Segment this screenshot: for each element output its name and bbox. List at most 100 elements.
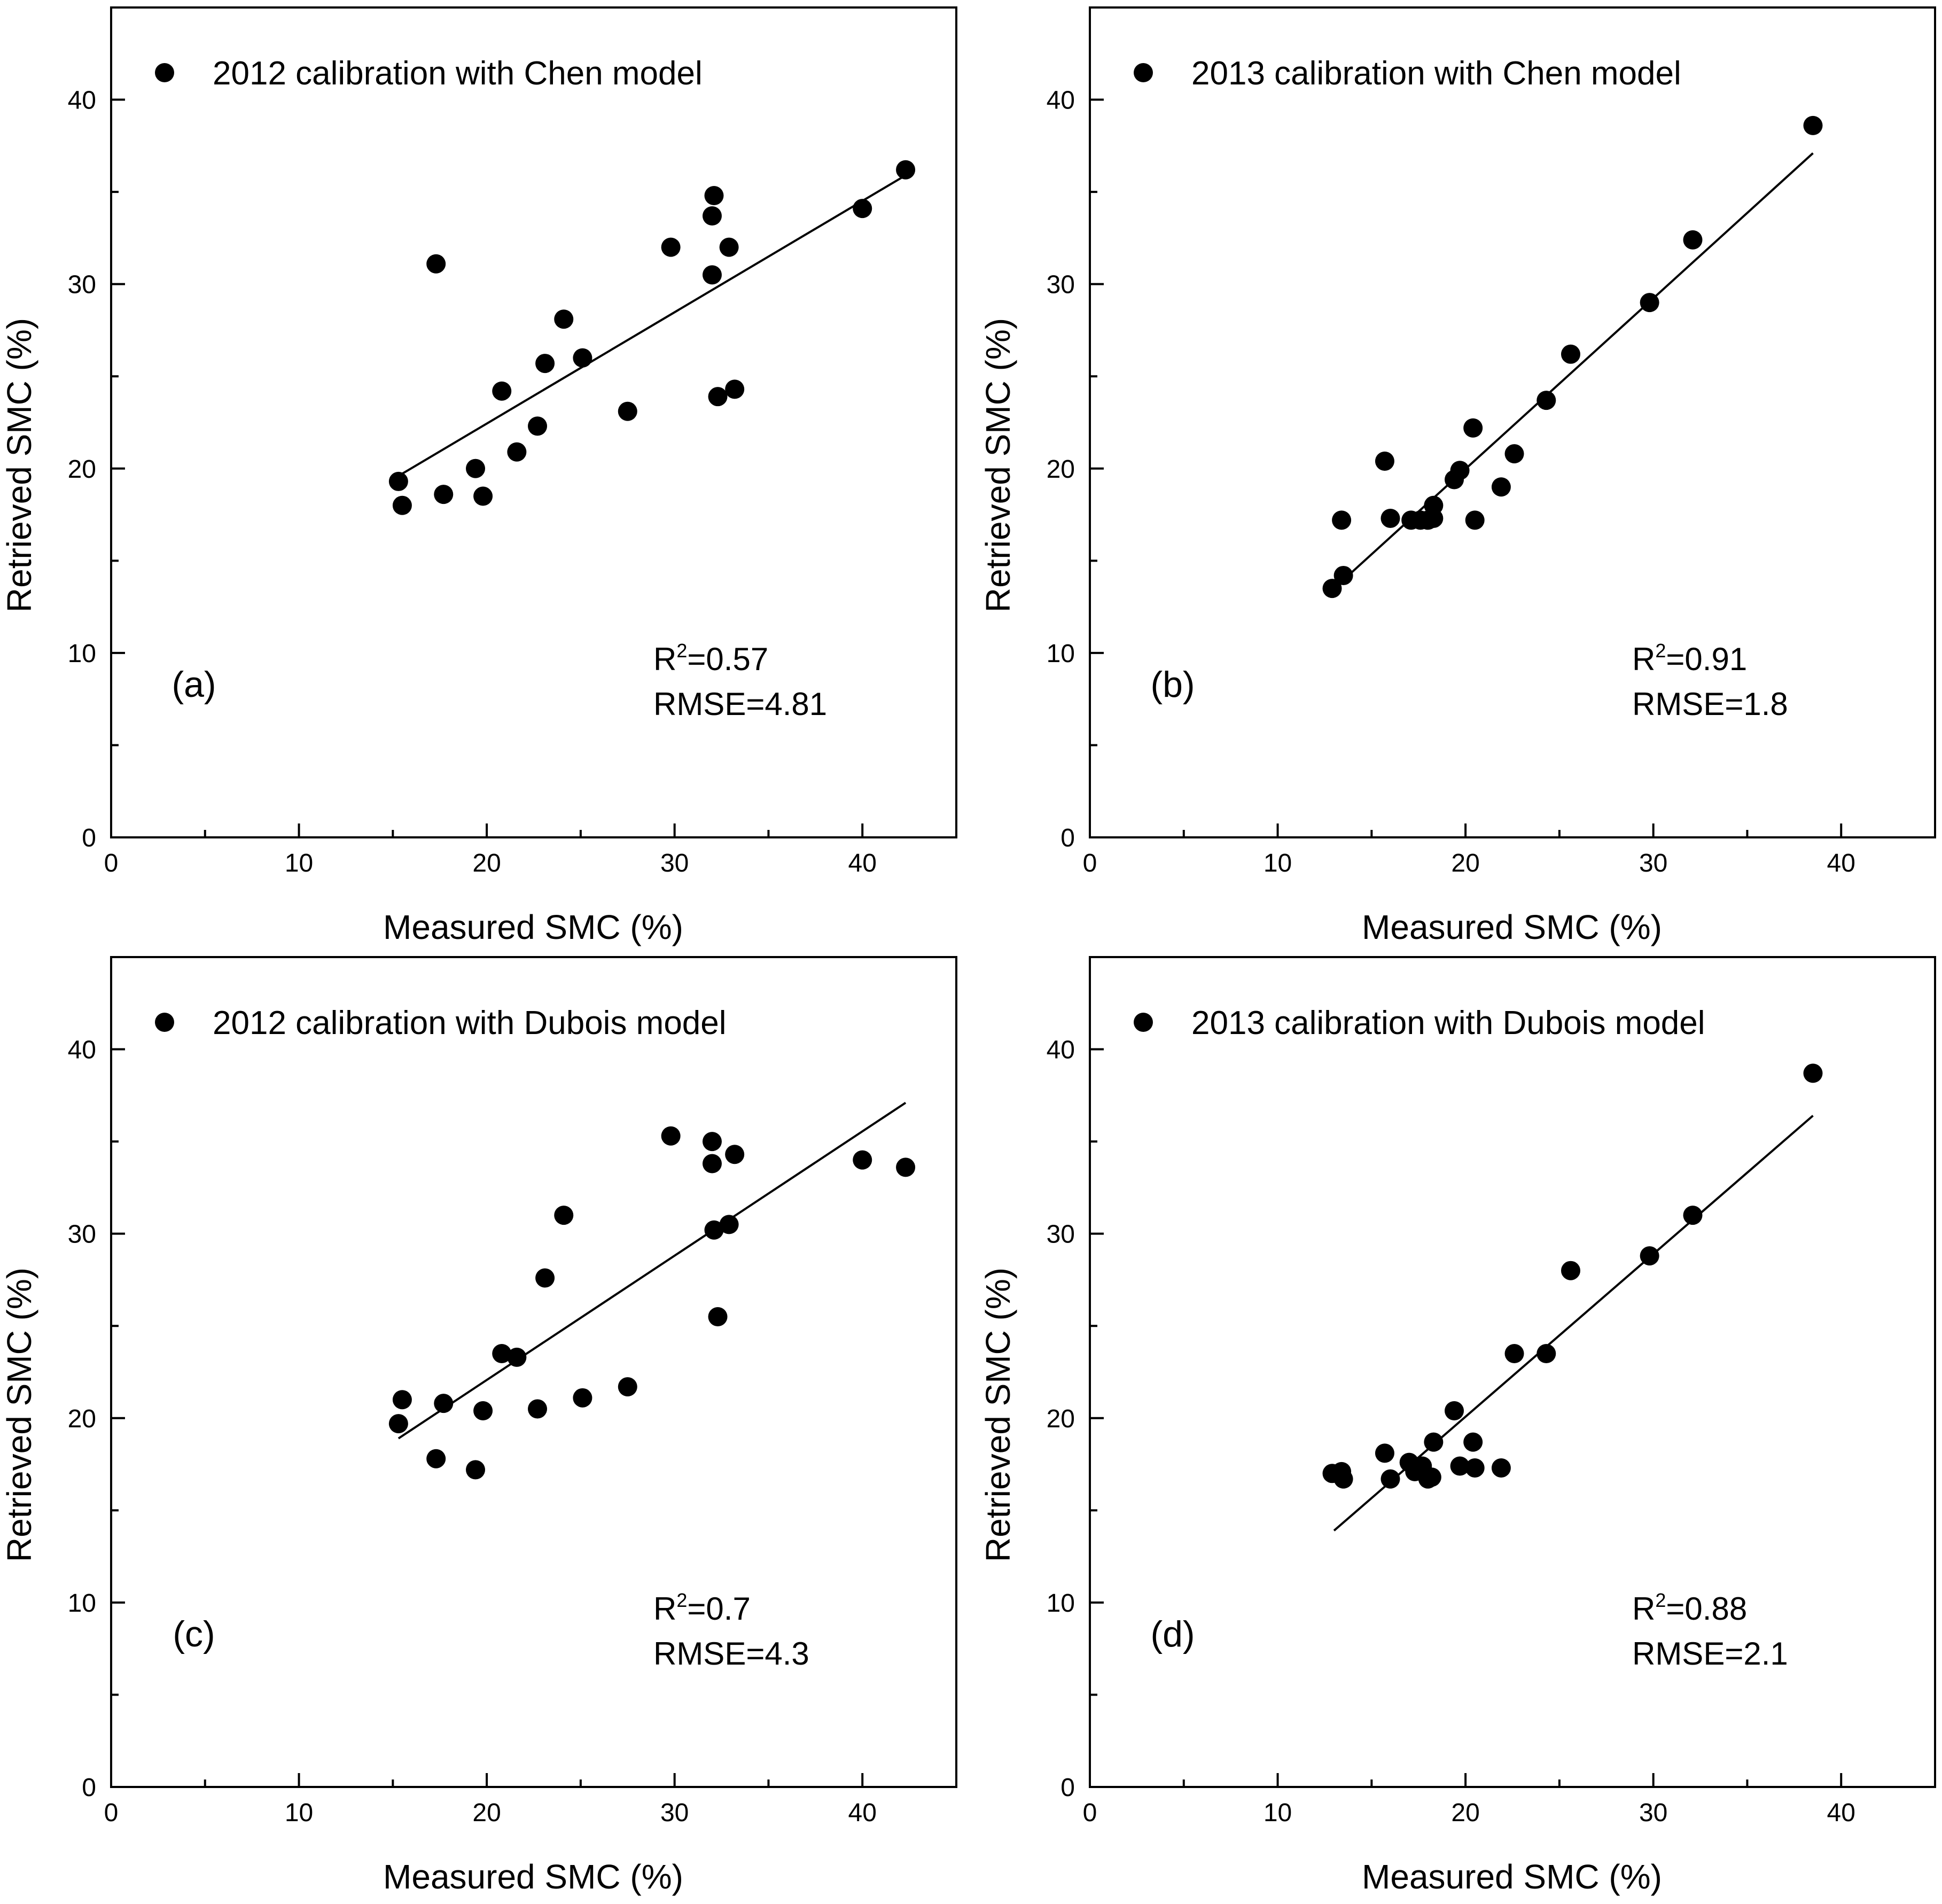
panel-a-x-tick-label: 40 (848, 849, 877, 877)
panel-d-plot-frame (1089, 956, 1936, 1788)
panel-a-data-point (661, 237, 681, 257)
panel-d-data-point (1537, 1343, 1556, 1363)
panel-b-r2-prefix: R (1632, 641, 1655, 677)
panel-a-r2-sup: 2 (676, 640, 687, 662)
panel-b-r2-text: R2=0.91 (1632, 640, 1747, 677)
panel-a-fit-line (397, 174, 907, 477)
panel-d-r2-sup: 2 (1655, 1589, 1666, 1611)
panel-d-data-point (1683, 1206, 1703, 1225)
panel-d-data-point (1640, 1246, 1659, 1266)
panel-b-data-point (1803, 115, 1823, 135)
panel-c-data-point (535, 1268, 555, 1288)
panel-c-x-tick-label: 40 (848, 1799, 877, 1827)
panel-a-data-point (392, 495, 412, 515)
panel-c-x-tick-label: 0 (104, 1799, 119, 1827)
panel-c-data-point (702, 1132, 722, 1152)
panel-a-rmse-text: RMSE=4.81 (653, 686, 827, 722)
panel-c-y-tick-label: 40 (68, 1036, 96, 1064)
panel-d-data-point (1422, 1467, 1441, 1487)
panel-d-data-point (1465, 1458, 1485, 1478)
panel-d-x-axis-title: Measured SMC (%) (1362, 1858, 1662, 1896)
panel-b-y-tick-label: 0 (1060, 824, 1075, 852)
panel-c-data-point (618, 1377, 637, 1397)
panel-b-data-point (1561, 344, 1580, 364)
panel-c-data-point (896, 1157, 916, 1177)
panel-a-label: (a) (171, 664, 216, 705)
panel-b-data-point (1375, 451, 1394, 471)
panel-a-y-tick-label: 30 (68, 271, 96, 299)
panel-d-data-point (1424, 1432, 1444, 1452)
panel-a-data-point (554, 309, 574, 329)
panel-a-plot-frame (110, 6, 957, 838)
panel-a-x-axis-title: Measured SMC (%) (383, 908, 683, 946)
panel-b-data-point (1381, 508, 1400, 528)
panel-c-r2-value: =0.7 (687, 1591, 750, 1627)
panel-a-data-point (719, 237, 739, 257)
panel-c-data-point (725, 1145, 745, 1164)
panel-a-y-tick-label: 40 (68, 87, 96, 115)
panel-c-plot-frame (110, 956, 957, 1788)
panel-b-data-point (1424, 495, 1444, 515)
panel-d-label: (d) (1150, 1614, 1195, 1654)
panel-d-x-tick-label: 30 (1639, 1799, 1667, 1827)
panel-c-data-point (507, 1347, 527, 1367)
panel-c-y-tick-label: 30 (68, 1221, 96, 1249)
panel-b-y-tick-label: 10 (1047, 640, 1075, 668)
panel-a-data-point (426, 254, 446, 274)
panel-a-data-point (434, 485, 454, 504)
panel-c-data-point (719, 1215, 739, 1234)
panel-a-data-point (473, 486, 493, 506)
panel-c-rmse-text: RMSE=4.3 (653, 1636, 809, 1672)
panel-c-legend-marker (155, 1013, 174, 1032)
panel-d-data-point (1450, 1456, 1470, 1476)
panel-c-data-point (702, 1154, 722, 1174)
panel-b-data-point (1491, 477, 1511, 497)
panel-d-y-tick-label: 40 (1047, 1036, 1075, 1064)
panel-b-r2-value: =0.91 (1666, 641, 1747, 677)
panel-d-y-tick-label: 20 (1047, 1405, 1075, 1433)
panel-a-data-point (507, 442, 527, 462)
panel-d-y-axis-title: Retrieved SMC (%) (979, 1268, 1017, 1562)
panel-c-r2-prefix: R (653, 1591, 676, 1627)
panel-c-data-point (704, 1220, 724, 1240)
panel-d-legend-label: 2013 calibration with Dubois model (1191, 1005, 1705, 1042)
panel-c-x-tick-label: 10 (285, 1799, 313, 1827)
panel-b-y-tick-label: 20 (1047, 455, 1075, 484)
panel-d-x-tick-label: 20 (1451, 1799, 1479, 1827)
panel-a-legend-label: 2012 calibration with Chen model (213, 55, 703, 92)
panel-d-data-point (1381, 1469, 1400, 1489)
panel-a-y-axis-title: Retrieved SMC (%) (0, 318, 38, 612)
panel-b-data-point (1332, 510, 1352, 530)
panel-a-data-point (702, 265, 722, 285)
panel-d-r2-text: R2=0.88 (1632, 1589, 1747, 1627)
panel-a: 0 10 20 30 40 0 10 20 30 40 Measured SMC (%) Retrie… (0, 6, 957, 946)
panel-d-data-point (1561, 1261, 1580, 1280)
panel-a-data-point (618, 401, 637, 421)
panel-a-legend-marker (155, 63, 174, 82)
panel-c-x-tick-label: 20 (472, 1799, 501, 1827)
panel-a-x-tick-label: 30 (660, 849, 689, 877)
panel-a-x-tick-label: 20 (472, 849, 501, 877)
panel-c-data-point (554, 1206, 574, 1225)
panel-a-data-point (492, 381, 512, 401)
panel-a-r2-text: R2=0.57 (653, 640, 768, 677)
panel-d-data-point (1375, 1443, 1394, 1463)
panel-b-legend-marker (1134, 63, 1153, 82)
panel-c-data-point (473, 1401, 493, 1420)
panel-d-y-tick-label: 10 (1047, 1589, 1075, 1618)
panel-b-data-point (1465, 510, 1485, 530)
panel-a-data-point (704, 186, 724, 206)
panel-d-x-tick-label: 0 (1083, 1799, 1097, 1827)
panel-c-data-point (708, 1307, 728, 1326)
panel-c-y-tick-label: 10 (68, 1589, 96, 1618)
panel-c-data-point (388, 1414, 408, 1434)
panel-a-y-tick-label: 0 (82, 824, 96, 852)
panel-b: 0 10 20 30 40 0 10 20 30 40 Measured SMC (%) Retrie… (979, 6, 1936, 946)
panel-c-r2-sup: 2 (676, 1589, 687, 1611)
panel-a-data-point (725, 379, 745, 399)
panel-b-data-point (1537, 391, 1556, 410)
panel-b-plot-frame (1089, 6, 1936, 838)
panel-b-data-point (1322, 579, 1342, 599)
panel-d-x-tick-label: 40 (1827, 1799, 1855, 1827)
panel-c-data-point (492, 1343, 512, 1363)
